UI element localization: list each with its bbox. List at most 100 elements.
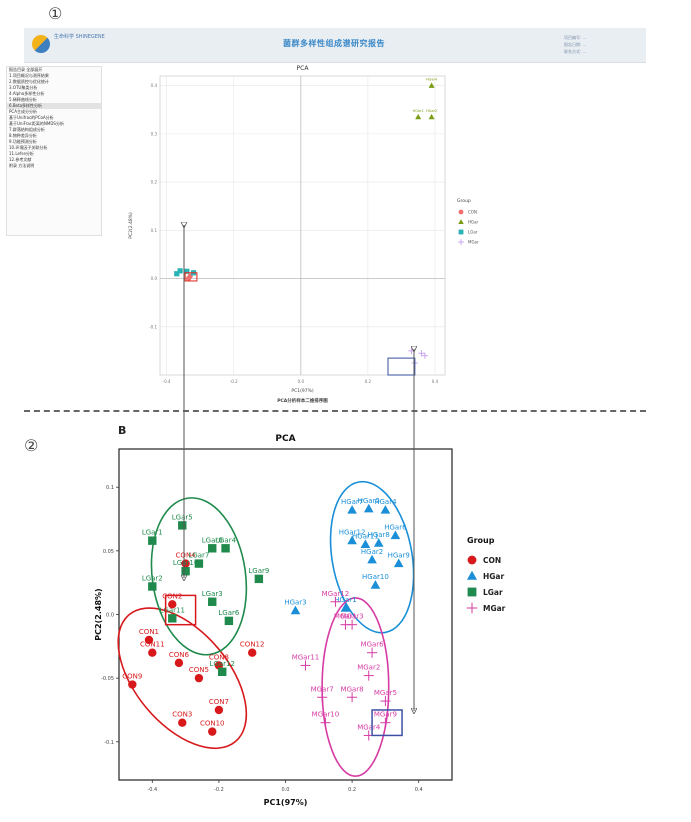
legend-entry: LGar (468, 230, 478, 235)
x-axis-label: PC1(97%) (264, 798, 308, 807)
data-label: CON11 (140, 641, 165, 649)
x-tick-label: -0.4 (147, 787, 157, 793)
sidebar-item[interactable]: 1.项目概况与测序结果 (9, 73, 49, 78)
data-point (128, 680, 137, 689)
y-tick-label: 0.0 (151, 276, 158, 281)
sidebar-item[interactable]: 附录 方法说明 (9, 163, 35, 168)
data-label: CON8 (209, 653, 229, 661)
data-point (148, 536, 157, 545)
sidebar-item[interactable]: 基于Unifrac的PCoA分析 (9, 115, 54, 120)
sidebar-item-beta-diversity[interactable]: 6.Beta多样性分析 (7, 103, 101, 109)
data-label: LGar4 (215, 536, 236, 544)
data-label: HGar3 (284, 599, 306, 607)
sidebar-heading[interactable]: 报告目录 全部展开 (9, 67, 43, 72)
sidebar-item[interactable]: 基于UniFrac距离的NMDS分析 (9, 121, 64, 126)
data-point (373, 538, 384, 547)
data-label: MGar4 (357, 723, 381, 731)
data-point (194, 673, 204, 683)
data-label: HGar8 (368, 531, 390, 539)
legend-swatch (458, 209, 464, 215)
sidebar-item[interactable]: 9.功能预测分析 (9, 139, 37, 144)
data-point (174, 658, 184, 668)
data-point (194, 559, 204, 568)
x-tick-label: 0.0 (298, 379, 305, 384)
sidebar-item[interactable]: 4.Alpha多样性分析 (9, 91, 45, 96)
data-label: HGar7 (341, 498, 363, 506)
x-tick-label: 0.4 (432, 379, 439, 384)
data-point (221, 544, 230, 553)
highlight-con-box (164, 594, 197, 626)
data-label: CON12 (240, 641, 265, 649)
data-point (214, 705, 224, 715)
data-point (168, 614, 177, 623)
report-header: 生命科学 SHINEGENE 菌群多样性组成谱研究报告 项目编号: ... 报告… (24, 28, 646, 63)
data-label: MGar11 (292, 653, 320, 661)
data-point (178, 718, 187, 727)
header-info: 项目编号: ... 报告日期: ... 联系方式: ... (564, 34, 586, 55)
data-label: LGar1 (142, 529, 163, 537)
y-tick-label: 0.1 (151, 228, 158, 233)
data-point (393, 558, 404, 568)
data-point (144, 635, 154, 645)
sidebar-item[interactable]: 8.物种差异分析 (9, 133, 37, 138)
y-axis-label: PC2(2.48%) (128, 212, 134, 239)
legend-entry: CON (483, 556, 501, 565)
data-label: MGar8 (341, 685, 364, 693)
data-point (380, 505, 391, 514)
data-point (208, 597, 217, 606)
chart-title: PCA (275, 434, 295, 444)
data-point (428, 113, 435, 120)
data-label: HGar2 (426, 109, 437, 113)
sidebar-item[interactable]: 7.群落结构组成分析 (9, 127, 45, 132)
data-point (290, 605, 301, 615)
data-point (370, 580, 381, 589)
data-label: HGar1 (334, 596, 356, 604)
data-label: HGar4 (426, 78, 438, 82)
data-label: HGar11 (352, 532, 379, 540)
legend-entry: HGar (483, 572, 504, 581)
sidebar-item[interactable]: 2.数据质控与优化统计 (9, 79, 49, 84)
data-point (428, 82, 435, 88)
section-divider (24, 410, 646, 412)
header-info-line: 联系方式: ... (564, 49, 587, 54)
sidebar-item[interactable]: 12.参考文献 (9, 157, 32, 162)
data-label: HGar2 (361, 548, 383, 556)
legend-swatch (458, 219, 464, 225)
data-label: MGar6 (361, 641, 385, 649)
data-label: LGar3 (202, 590, 223, 598)
x-tick-label: 0.0 (282, 787, 290, 793)
y-tick-label: 0.0 (106, 613, 114, 619)
sidebar-item[interactable]: 5.稀释曲线分析 (9, 97, 37, 102)
sidebar-item-pca[interactable]: PCA主成分分析 (9, 109, 37, 114)
data-label: MGar10 (312, 711, 340, 719)
y-tick-label: 0.2 (151, 180, 158, 185)
y-tick-label: 0.4 (151, 83, 158, 88)
data-point (347, 505, 357, 514)
report-sidebar: 报告目录 全部展开 1.项目概况与测序结果 2.数据质控与优化统计 3.OTU聚… (6, 66, 102, 236)
data-label: HGar12 (339, 529, 366, 537)
data-label: HGar4 (374, 498, 397, 506)
data-point (347, 535, 357, 545)
legend-entry: HGar (468, 220, 479, 225)
data-label: LGar12 (210, 660, 235, 668)
data-label: MGar5 (374, 689, 397, 697)
y-tick-label: 0.1 (106, 485, 114, 491)
sidebar-item[interactable]: 11.Lefse分析 (9, 151, 34, 156)
top-pca-chart: PCA -0.4 -0.2 0.0 0.2 0.4 -0.1 0.0 0.1 0.2 0.3 0.4 H… (128, 65, 479, 404)
legend-swatch (467, 555, 477, 565)
company-name: 生命科学 SHINEGENE (54, 34, 105, 40)
data-point (360, 539, 371, 549)
legend-entry: MGar (483, 604, 506, 613)
company-logo-icon (32, 35, 50, 53)
sidebar-item[interactable]: 3.OTU聚类分析 (9, 85, 38, 90)
sidebar-item[interactable]: 10.环境因子关联分析 (9, 145, 48, 150)
data-label: CON9 (122, 673, 142, 681)
data-point (415, 113, 422, 120)
y-axis-label: PC2(2.48%) (94, 588, 103, 640)
data-label: LGar6 (218, 609, 239, 617)
data-point (208, 544, 217, 553)
data-label: HGar10 (362, 573, 389, 581)
data-label: HGar6 (384, 524, 407, 532)
